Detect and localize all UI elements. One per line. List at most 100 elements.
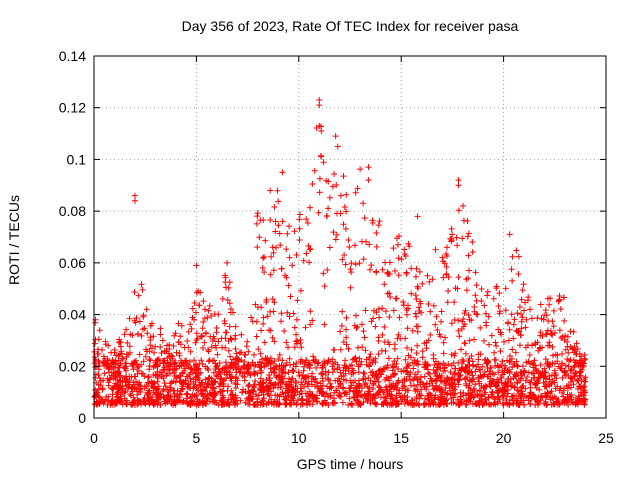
x-tick-label: 25 [598, 430, 614, 446]
data-point [339, 385, 346, 392]
data-point [443, 263, 450, 270]
data-point [141, 325, 148, 332]
data-point [433, 401, 440, 408]
data-point [414, 342, 421, 349]
data-point [266, 377, 273, 384]
data-point [306, 259, 313, 266]
data-point [315, 359, 322, 366]
data-point [440, 274, 447, 281]
data-point [310, 393, 317, 400]
data-point [484, 292, 491, 299]
data-point [487, 378, 494, 385]
data-point [385, 270, 392, 277]
data-point [208, 344, 215, 351]
x-axis-ticks: 0 5 10 15 20 25 [90, 56, 614, 446]
data-point [427, 392, 434, 399]
data-point [111, 370, 118, 377]
data-point [435, 360, 442, 367]
data-point [303, 250, 310, 257]
data-point [265, 384, 272, 391]
data-point [276, 351, 283, 358]
data-point [188, 325, 195, 332]
data-point [209, 338, 216, 345]
data-point [542, 356, 549, 363]
data-point [375, 305, 382, 312]
data-point [209, 357, 216, 364]
data-point [577, 368, 584, 375]
data-point [177, 341, 184, 348]
data-point [279, 369, 286, 376]
data-point [225, 383, 232, 390]
data-point [535, 401, 542, 408]
data-point [375, 222, 382, 229]
data-point [314, 360, 321, 367]
data-point [477, 324, 484, 331]
data-point [333, 387, 340, 394]
data-point [402, 387, 409, 394]
data-point [451, 386, 458, 393]
data-point [404, 302, 411, 309]
data-point [200, 298, 207, 305]
data-point [571, 349, 578, 356]
data-point [267, 271, 274, 278]
data-point [510, 321, 517, 328]
x-tick-label: 0 [90, 430, 98, 446]
data-point [329, 356, 336, 363]
data-point [346, 395, 353, 402]
data-point [443, 252, 450, 259]
data-point [214, 351, 221, 358]
data-point [220, 394, 227, 401]
data-point [565, 349, 572, 356]
data-point [555, 396, 562, 403]
data-point [193, 262, 200, 269]
data-point [427, 308, 434, 315]
data-point [508, 266, 515, 273]
data-point [129, 388, 136, 395]
data-point [277, 242, 284, 249]
data-point [352, 261, 359, 268]
data-point [139, 286, 146, 293]
data-point [290, 361, 297, 368]
data-point [426, 278, 433, 285]
data-point [190, 357, 197, 364]
data-point [423, 345, 430, 352]
data-point [527, 384, 534, 391]
data-point [313, 395, 320, 402]
data-point [286, 223, 293, 230]
data-point [141, 400, 148, 407]
data-point [519, 372, 526, 379]
data-point [348, 400, 355, 407]
data-point [416, 268, 423, 275]
data-point [404, 399, 411, 406]
data-point [348, 379, 355, 386]
data-point [316, 102, 323, 109]
data-point [208, 312, 215, 319]
data-point [240, 362, 247, 369]
data-point [375, 338, 382, 345]
data-point [316, 189, 323, 196]
data-point [106, 369, 113, 376]
y-axis-label: ROTI / TECUs [6, 195, 22, 285]
data-point [222, 274, 229, 281]
data-point [193, 289, 200, 296]
data-point [255, 346, 262, 353]
data-point [352, 189, 359, 196]
data-point [150, 333, 157, 340]
data-point [445, 361, 452, 368]
data-point [283, 396, 290, 403]
data-point [177, 373, 184, 380]
data-point [286, 313, 293, 320]
data-point [543, 394, 550, 401]
data-point [293, 316, 300, 323]
data-point [312, 383, 319, 390]
data-point [527, 306, 534, 313]
data-point [494, 362, 501, 369]
data-point [543, 331, 550, 338]
data-point [582, 356, 589, 363]
data-point [455, 177, 462, 184]
data-point [242, 388, 249, 395]
data-point [415, 285, 422, 292]
data-point [269, 296, 276, 303]
data-point [225, 347, 232, 354]
data-point [154, 401, 161, 408]
